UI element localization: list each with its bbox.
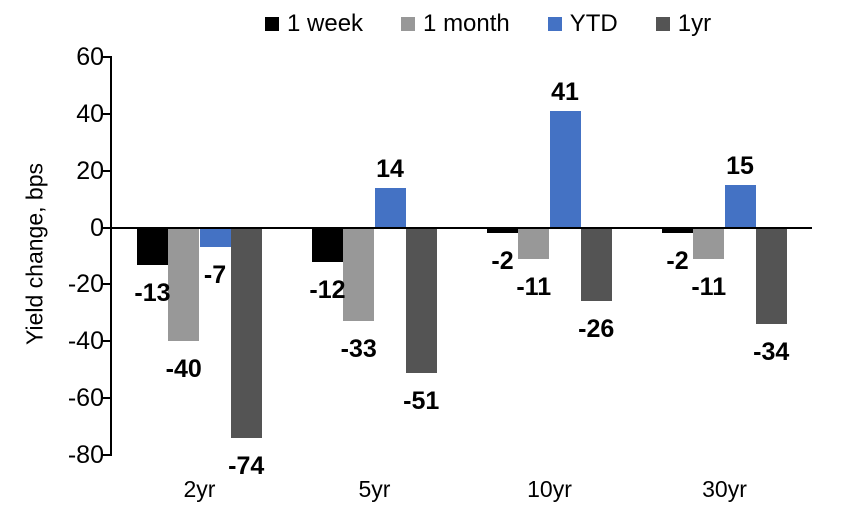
y-axis-tick-label: 0 [90, 213, 104, 242]
legend-item-ytd: YTD [547, 10, 618, 38]
bar-value-label: -34 [753, 338, 790, 367]
y-axis-title: Yield change, bps [21, 162, 48, 346]
bar-2yr-1yr [230, 227, 262, 438]
bar-5yr-1yr [405, 227, 437, 373]
bar-2yr-ytd [199, 227, 231, 248]
legend: 1 week 1 month YTD 1yr [265, 10, 711, 38]
zero-axis-line [112, 226, 812, 229]
bar-30yr-1yr [755, 227, 787, 325]
legend-label: 1 month [423, 10, 510, 37]
bar-value-label: -51 [403, 386, 440, 415]
y-axis-tick [103, 169, 112, 172]
bar-30yr-1-month [693, 227, 725, 259]
bar-30yr-1-week [662, 227, 693, 234]
y-axis-tick [103, 112, 112, 115]
bar-10yr-ytd [549, 111, 581, 228]
y-axis-tick [103, 454, 112, 456]
bar-value-label: -13 [134, 278, 171, 307]
bar-value-label: -40 [165, 355, 202, 384]
legend-swatch-icon [547, 17, 562, 31]
y-axis-tick-label: 20 [76, 156, 104, 185]
bar-2yr-1-week [137, 227, 168, 265]
bar-value-label: -33 [340, 335, 377, 364]
bar-value-label: -2 [491, 247, 514, 276]
y-axis-tick-label: 40 [76, 99, 104, 128]
bar-value-label: -74 [228, 451, 265, 480]
y-axis-tick [103, 340, 112, 343]
bar-10yr-1yr [580, 227, 612, 302]
y-axis-line [110, 56, 112, 456]
y-axis-tick-label: -60 [67, 384, 104, 413]
legend-swatch-icon [401, 17, 416, 31]
y-axis-tick-label: -20 [67, 270, 104, 299]
x-axis-category-label: 5yr [358, 476, 391, 502]
legend-item-1-month: 1 month [401, 10, 510, 38]
bar-value-label: -11 [516, 272, 552, 301]
y-axis-tick-label: -40 [67, 327, 104, 356]
legend-item-1yr: 1yr [655, 10, 712, 38]
bar-value-label: -11 [691, 272, 727, 301]
y-axis-tick [103, 226, 112, 229]
plot-area: -13 -12 -2 -2 -40 -33 -11 -11 -7 14 41 15 -74 -51 -26 -… [103, 56, 812, 478]
y-axis-tick-label: 60 [76, 43, 104, 71]
x-axis-category-label: 10yr [527, 476, 572, 502]
bar-value-label: -12 [309, 275, 346, 304]
y-axis-tick [103, 56, 112, 58]
bar-value-label: -7 [203, 261, 227, 290]
bar-value-label: -26 [578, 315, 615, 344]
bar-value-label: 41 [551, 78, 579, 106]
legend-label: 1yr [677, 10, 712, 37]
bar-value-label: -2 [666, 247, 689, 276]
bar-value-label: 14 [376, 154, 404, 183]
legend-swatch-icon [655, 17, 670, 31]
y-axis-tick-label: -80 [67, 441, 104, 469]
legend-label: 1 week [287, 10, 364, 37]
bar-5yr-1-month [343, 227, 375, 322]
legend-item-1-week: 1 week [265, 10, 363, 38]
bar-10yr-1-week [487, 227, 518, 234]
x-axis-category-label: 2yr [183, 476, 216, 502]
bar-value-label: 15 [726, 151, 754, 180]
x-axis-labels: 2yr 5yr 10yr 30yr [112, 477, 812, 501]
legend-swatch-icon [265, 17, 279, 31]
bar-2yr-1-month [168, 227, 200, 342]
bar-10yr-1-month [518, 227, 550, 259]
legend-label: YTD [569, 10, 618, 37]
y-axis-tick [103, 283, 112, 286]
y-axis-tick [103, 397, 112, 400]
bar-5yr-ytd [374, 187, 406, 228]
bar-30yr-ytd [724, 184, 756, 228]
x-axis-category-label: 30yr [702, 476, 747, 502]
bar-5yr-1-week [312, 227, 343, 262]
